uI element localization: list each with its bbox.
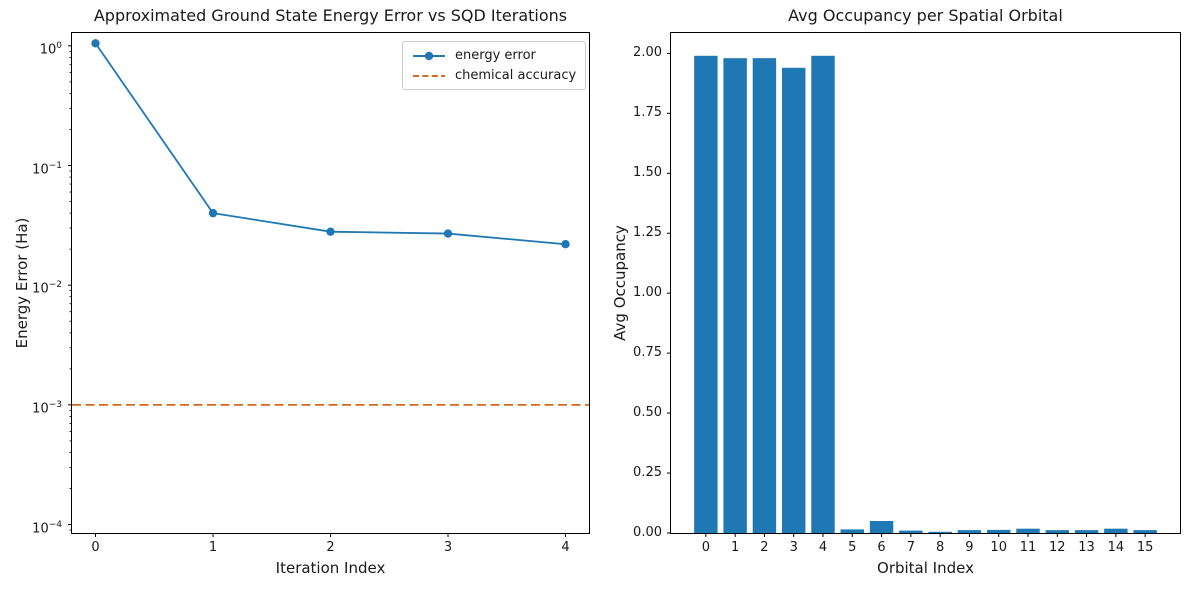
occupancy-bar-orbital-8 — [928, 531, 952, 533]
legend-label-energy-error: energy error — [455, 48, 536, 63]
x-tick-label-2: 2 — [326, 540, 335, 555]
x-tick-label-12: 12 — [1049, 540, 1066, 555]
y-tick-label-0.50: 0.50 — [633, 405, 662, 421]
energy-error-marker-iter3 — [443, 229, 453, 238]
occupancy-bar-orbital-2 — [752, 58, 777, 533]
legend-item-energy-error: energy error — [412, 47, 576, 64]
occupancy-bar-orbital-4 — [811, 55, 835, 534]
occupancy-bar-orbital-14 — [1104, 528, 1128, 533]
x-tick-label-13: 13 — [1078, 540, 1095, 555]
x-tick-label-3: 3 — [443, 540, 453, 555]
y-tick-label-1e-4: 10−4 — [32, 519, 62, 536]
y-tick-label-1.50: 1.50 — [633, 165, 662, 181]
energy-error-plot — [68, 39, 589, 537]
x-tick-label-11: 11 — [1019, 540, 1037, 555]
left-axes — [68, 32, 590, 537]
energy-error-marker-iter1 — [208, 208, 218, 218]
x-tick-label-4: 4 — [561, 540, 570, 555]
occupancy-bar-orbital-10 — [987, 529, 1011, 533]
right-y-tick-labels: 0.00 0.25 0.50 0.75 1.00 1.25 1.50 1.75 2.00 — [606, 33, 664, 540]
energy-error-marker-iter2 — [326, 227, 335, 236]
occupancy-bar-orbital-5 — [840, 529, 864, 533]
x-tick-label-4: 4 — [818, 540, 828, 555]
legend: energy error chemical accuracy — [402, 41, 587, 90]
legend-label-chemical-accuracy: chemical accuracy — [455, 68, 577, 83]
right-axes — [667, 32, 1181, 537]
legend-item-chemical-accuracy: chemical accuracy — [412, 67, 576, 84]
y-tick-label-1e-1: 10−1 — [32, 160, 62, 177]
chemical-accuracy-dash-sample-icon — [413, 74, 445, 77]
y-tick-label-0.25: 0.25 — [633, 465, 662, 481]
y-tick-label-2.00: 2.00 — [633, 45, 662, 61]
occupancy-bar-orbital-11 — [1016, 528, 1040, 533]
x-tick-label-6: 6 — [877, 540, 886, 555]
left-y-axis-label: Energy Error (Ha) — [13, 217, 31, 349]
occupancy-bar-orbital-12 — [1045, 530, 1070, 533]
occupancy-bar-orbital-1 — [723, 58, 747, 533]
y-tick-label-1.75: 1.75 — [633, 105, 662, 121]
y-tick-label-1e0: 100 — [39, 40, 62, 58]
y-tick-label-1.25: 1.25 — [633, 225, 662, 241]
x-tick-label-8: 8 — [936, 540, 945, 555]
occupancy-bar-orbital-7 — [899, 530, 923, 533]
left-x-tick-labels: 0 1 2 3 4 — [72, 540, 589, 556]
left-chart-title: Approximated Ground State Energy Error v… — [93, 6, 568, 25]
occupancy-bar-orbital-0 — [694, 55, 718, 534]
x-tick-label-3: 3 — [789, 540, 798, 555]
left-y-tick-labels: 100 10−1 10−2 10−3 10−4 — [0, 33, 64, 536]
x-tick-label-1: 1 — [730, 540, 740, 555]
y-tick-label-1e-3: 10−3 — [32, 399, 62, 417]
occupancy-bar-orbital-15 — [1133, 530, 1157, 533]
x-tick-label-7: 7 — [906, 540, 915, 555]
occupancy-bar-plot — [667, 52, 1157, 537]
x-tick-label-0: 0 — [701, 540, 710, 555]
x-tick-label-2: 2 — [760, 540, 769, 555]
y-tick-label-1.00: 1.00 — [633, 285, 662, 301]
occupancy-bar-orbital-6 — [869, 521, 894, 533]
x-tick-label-15: 15 — [1136, 540, 1154, 555]
energy-error-marker-iter4 — [561, 240, 570, 249]
y-tick-label-1e-2: 10−2 — [32, 280, 62, 297]
x-tick-label-10: 10 — [990, 540, 1007, 555]
occupancy-bar-orbital-9 — [957, 530, 982, 533]
energy-error-line-sample-icon — [413, 51, 445, 60]
right-x-axis-label: Orbital Index — [877, 559, 974, 577]
x-tick-label-0: 0 — [91, 540, 100, 555]
y-tick-label-0.75: 0.75 — [633, 345, 662, 361]
x-tick-label-14: 14 — [1107, 540, 1125, 555]
right-y-axis-label: Avg Occupancy — [611, 225, 629, 341]
occupancy-bar-orbital-13 — [1074, 530, 1099, 533]
x-tick-label-9: 9 — [965, 540, 974, 555]
x-tick-label-1: 1 — [208, 540, 218, 555]
occupancy-bar-orbital-3 — [781, 67, 806, 533]
y-tick-label-0.00: 0.00 — [633, 525, 662, 540]
left-x-axis-label: Iteration Index — [275, 559, 386, 577]
right-chart-title: Avg Occupancy per Spatial Orbital — [788, 6, 1063, 25]
x-tick-label-5: 5 — [848, 540, 857, 555]
energy-error-marker-iter0 — [91, 39, 100, 48]
right-x-tick-labels: 0 1 2 3 4 5 6 7 8 9 10 11 12 13 14 15 — [671, 540, 1180, 556]
